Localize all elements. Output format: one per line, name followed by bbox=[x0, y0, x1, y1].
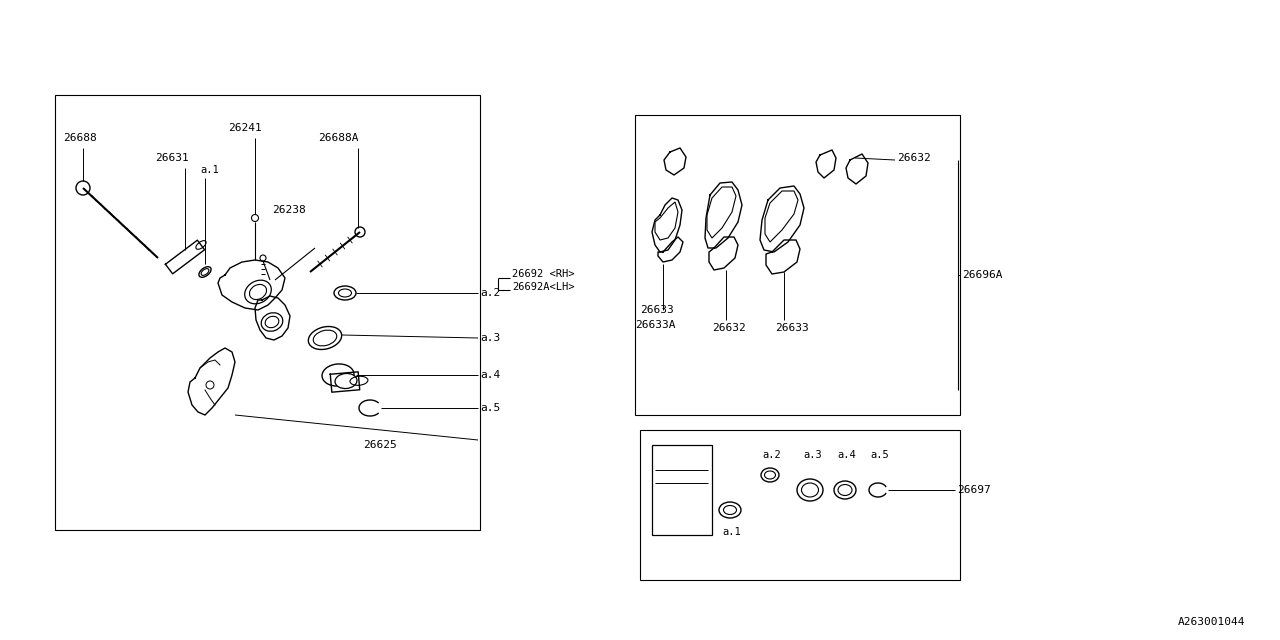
Text: 26631: 26631 bbox=[155, 153, 188, 163]
Ellipse shape bbox=[835, 481, 856, 499]
Text: a.5: a.5 bbox=[480, 403, 500, 413]
Text: a.3: a.3 bbox=[803, 450, 822, 460]
Polygon shape bbox=[707, 187, 736, 238]
Ellipse shape bbox=[762, 468, 780, 482]
Text: 26633: 26633 bbox=[774, 323, 809, 333]
Ellipse shape bbox=[719, 502, 741, 518]
Text: 26697: 26697 bbox=[957, 485, 991, 495]
Polygon shape bbox=[655, 202, 678, 240]
Text: a.2: a.2 bbox=[480, 288, 500, 298]
Bar bbox=[652, 445, 712, 535]
Text: a.3: a.3 bbox=[480, 333, 500, 343]
Text: a.2: a.2 bbox=[762, 450, 781, 460]
Text: 26238: 26238 bbox=[273, 205, 306, 215]
Text: 26692 <RH>: 26692 <RH> bbox=[512, 269, 575, 279]
Text: 26688A: 26688A bbox=[317, 133, 358, 143]
Text: a.4: a.4 bbox=[480, 370, 500, 380]
Text: A263001044: A263001044 bbox=[1178, 617, 1245, 627]
Polygon shape bbox=[765, 191, 797, 242]
Ellipse shape bbox=[334, 286, 356, 300]
Ellipse shape bbox=[308, 326, 342, 349]
Text: a.5: a.5 bbox=[870, 450, 888, 460]
Text: 26632: 26632 bbox=[712, 323, 746, 333]
Text: a.1: a.1 bbox=[722, 527, 741, 537]
Text: 26632: 26632 bbox=[897, 153, 931, 163]
Ellipse shape bbox=[323, 364, 355, 386]
Text: 26625: 26625 bbox=[364, 440, 397, 450]
Ellipse shape bbox=[198, 267, 211, 277]
Ellipse shape bbox=[244, 280, 271, 304]
Bar bbox=[55, 95, 480, 530]
Circle shape bbox=[76, 181, 90, 195]
Text: a.1: a.1 bbox=[200, 165, 219, 175]
Ellipse shape bbox=[797, 479, 823, 501]
Text: 26633: 26633 bbox=[640, 305, 673, 315]
Text: 26633A: 26633A bbox=[635, 320, 676, 330]
Text: 26692A<LH>: 26692A<LH> bbox=[512, 282, 575, 292]
Ellipse shape bbox=[261, 313, 283, 332]
Text: 26241: 26241 bbox=[228, 123, 261, 133]
Text: a.4: a.4 bbox=[837, 450, 856, 460]
Bar bbox=[640, 430, 960, 580]
Text: 26688: 26688 bbox=[63, 133, 97, 143]
Circle shape bbox=[355, 227, 365, 237]
Text: 26696A: 26696A bbox=[963, 270, 1002, 280]
Bar bbox=[635, 115, 960, 415]
Ellipse shape bbox=[335, 374, 357, 388]
